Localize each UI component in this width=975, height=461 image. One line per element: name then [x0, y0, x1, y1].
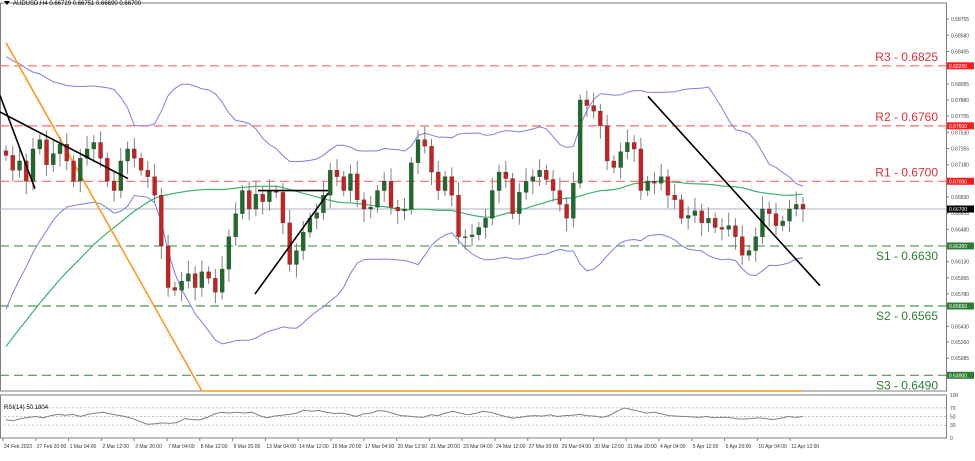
bollinger-upper-band: [5, 56, 804, 187]
y-tick-label: 0.65430: [951, 324, 969, 330]
x-tick-label: 2 Mar 12:00: [102, 444, 129, 450]
level-price-badge: [947, 122, 974, 130]
y-tick-label: 0.68755: [951, 17, 969, 23]
level-price-badge: [947, 62, 974, 70]
symbol-ohlc-text: AUDUSD,H4 0.66729 0.66751 0.66690 0.6670…: [13, 1, 142, 7]
level-price-badge: [947, 302, 974, 310]
dropdown-triangle-icon[interactable]: [4, 1, 10, 6]
level-price-badge: [947, 177, 974, 185]
y-tick-label: 0.67880: [951, 98, 969, 104]
svg-text:0.65650: 0.65650: [949, 304, 967, 310]
y-tick-label: 0.67180: [951, 163, 969, 169]
y-tick-label: 0.66480: [951, 227, 969, 233]
rsi-tick-label: 70: [950, 406, 956, 412]
x-tick-label: 13 Mar 04:00: [266, 444, 296, 450]
rsi-tick-label: 50: [950, 415, 956, 421]
y-tick-label: 0.66130: [951, 260, 969, 266]
y-tick-label: 0.65955: [951, 276, 969, 282]
level-label-s2: S2 - 0.6565: [876, 309, 938, 323]
candles: [3, 90, 806, 304]
level-price-badge: [947, 242, 974, 250]
y-tick-label: 0.65260: [951, 340, 969, 346]
svg-text:0.67000: 0.67000: [949, 179, 967, 185]
trendline[interactable]: [254, 192, 329, 295]
level-label-r2: R2 - 0.6760: [875, 110, 938, 124]
y-tick-label: 0.67355: [951, 147, 969, 153]
y-tick-label: 0.67530: [951, 130, 969, 136]
rsi-tick-label: 30: [950, 423, 956, 429]
rsi-label: RSI(14) 50.1804: [4, 405, 49, 411]
x-tick-label: 7 Mar 04:00: [168, 444, 195, 450]
y-tick-label: 0.67705: [951, 114, 969, 120]
y-tick-label: 0.65085: [951, 356, 969, 362]
x-tick-label: 24 Feb 2023: [4, 444, 32, 450]
y-tick-label: 0.68580: [951, 33, 969, 39]
svg-text:0.67600: 0.67600: [949, 124, 967, 130]
x-tick-label: 8 Mar 12:00: [201, 444, 228, 450]
x-tick-label: 30 Mar 12:00: [594, 444, 624, 450]
x-tick-label: 24 Mar 12:00: [496, 444, 526, 450]
moving-average-200: [5, 42, 803, 392]
x-tick-label: 1 Mar 04:00: [70, 444, 97, 450]
x-tick-label: 9 Mar 20:00: [234, 444, 261, 450]
rsi-line: [5, 407, 804, 425]
x-tick-label: 4 Apr 04:00: [660, 444, 686, 450]
x-tick-label: 23 Mar 04:00: [463, 444, 493, 450]
symbol-header: AUDUSD,H4 0.66729 0.66751 0.66690 0.6670…: [4, 1, 141, 7]
rsi-tick-label: 100: [950, 393, 959, 399]
x-tick-label: 3 Mar 20:00: [135, 444, 162, 450]
x-tick-label: 14 Mar 12:00: [299, 444, 329, 450]
x-tick-label: 15 Mar 20:00: [332, 444, 362, 450]
level-price-badge: [947, 371, 974, 379]
level-label-r1: R1 - 0.6700: [875, 165, 938, 179]
x-tick-label: 27 Mar 20:00: [529, 444, 559, 450]
x-tick-label: 27 Feb 20:00: [37, 444, 67, 450]
trendline[interactable]: [647, 95, 821, 287]
svg-text:0.68250: 0.68250: [949, 64, 967, 70]
level-label-s1: S1 - 0.6630: [876, 249, 938, 263]
x-tick-label: 11 Apr 12:00: [791, 444, 819, 450]
y-tick-label: 0.65780: [951, 292, 969, 298]
svg-text:0.66300: 0.66300: [949, 244, 967, 250]
y-tick-label: 0.66830: [951, 195, 969, 201]
x-tick-label: 20 Mar 12:00: [398, 444, 428, 450]
level-label-s3: S3 - 0.6490: [876, 378, 938, 392]
y-tick-label: 0.68405: [951, 50, 969, 56]
current-price-badge: [947, 205, 974, 213]
y-tick-label: 0.68055: [951, 82, 969, 88]
svg-text:0.64900: 0.64900: [949, 373, 967, 379]
x-tick-label: 10 Apr 04:00: [758, 444, 787, 450]
x-tick-label: 31 Mar 20:00: [627, 444, 657, 450]
x-tick-label: 5 Apr 12:00: [693, 444, 719, 450]
x-tick-label: 17 Mar 04:00: [365, 444, 395, 450]
x-tick-label: 6 Apr 20:00: [726, 444, 752, 450]
x-tick-label: 21 Mar 20:00: [430, 444, 460, 450]
y-tick-label: 0.66655: [951, 211, 969, 217]
bollinger-lower-band: [5, 194, 804, 345]
svg-text:0.66700: 0.66700: [949, 207, 967, 213]
level-label-r3: R3 - 0.6825: [875, 50, 938, 64]
rsi-tick-label: 0: [950, 436, 953, 442]
trendline[interactable]: [0, 111, 129, 180]
x-tick-label: 29 Mar 04:00: [562, 444, 592, 450]
trendline[interactable]: [0, 95, 36, 189]
